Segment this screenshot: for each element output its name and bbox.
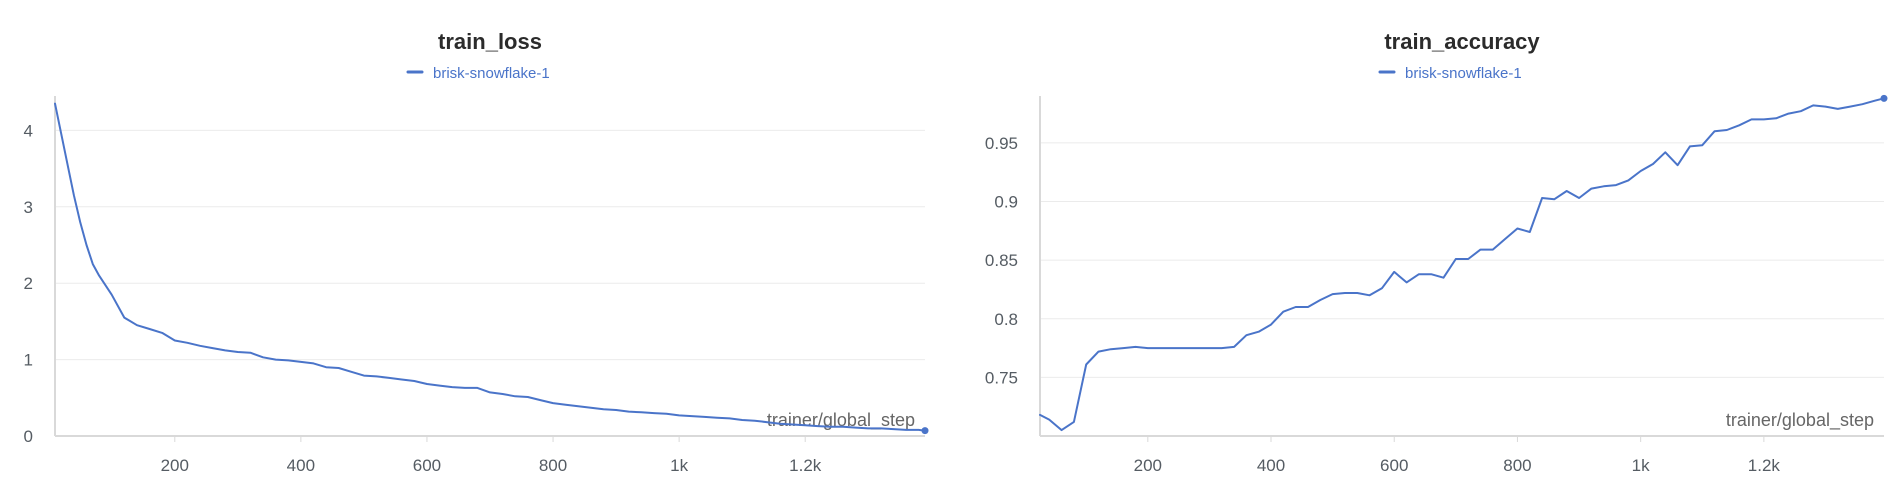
x-tick-label: 400	[1257, 456, 1285, 475]
series-line-0	[54, 102, 926, 432]
x-tick-label: 200	[161, 456, 189, 475]
x-tick-label: 1k	[1632, 456, 1650, 475]
x-tick-label: 1k	[670, 456, 688, 475]
y-tick-label: 0	[24, 427, 33, 446]
legend-label: brisk-snowflake-1	[1405, 65, 1522, 82]
y-tick-label: 2	[24, 274, 33, 293]
x-tick-label: 1.2k	[789, 456, 822, 475]
y-tick-label: 0.85	[985, 251, 1018, 270]
x-tick-label: 400	[287, 456, 315, 475]
chart-panel-1: train_accuracy brisk-snowflake-1 0.75 0.8 0.…	[985, 29, 1888, 475]
y-tick-label: 0.9	[994, 193, 1018, 212]
series-endpoint-marker	[1880, 94, 1888, 102]
y-tick-label: 0.8	[994, 310, 1018, 329]
y-tick-label: 1	[24, 351, 33, 370]
x-tick-label: 200	[1134, 456, 1162, 475]
x-axis-title: trainer/global_step	[767, 410, 915, 431]
y-tick-label: 0.95	[985, 134, 1018, 153]
chart-title: train_accuracy	[1384, 29, 1540, 54]
series-line-0	[1039, 97, 1885, 432]
x-tick-label: 600	[1380, 456, 1408, 475]
y-tick-label: 4	[24, 121, 33, 140]
chart-panel-0: train_loss brisk-snowflake-1 0 1 2 3 4 200 400 60…	[24, 29, 929, 475]
x-tick-label: 800	[539, 456, 567, 475]
series-endpoint-marker	[921, 427, 929, 435]
x-tick-label: 1.2k	[1748, 456, 1781, 475]
x-axis-title: trainer/global_step	[1726, 410, 1874, 431]
legend-label: brisk-snowflake-1	[433, 65, 550, 82]
chart-title: train_loss	[438, 29, 542, 54]
x-tick-label: 800	[1503, 456, 1531, 475]
y-tick-label: 3	[24, 198, 33, 217]
y-tick-label: 0.75	[985, 368, 1018, 387]
x-tick-label: 600	[413, 456, 441, 475]
